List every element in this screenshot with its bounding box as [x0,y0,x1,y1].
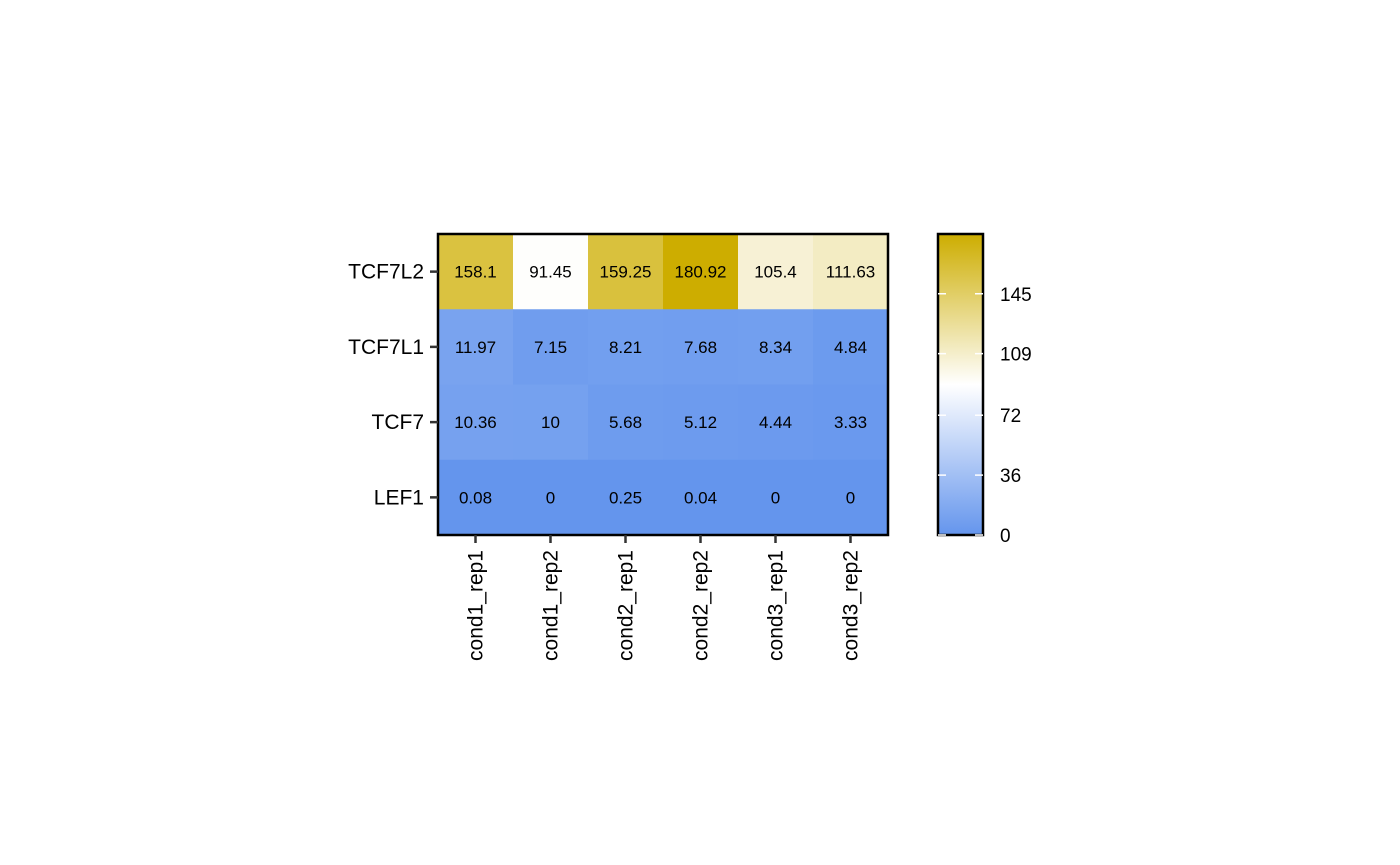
legend-tick-label: 109 [1000,345,1032,366]
legend-tick-label: 72 [1000,406,1021,427]
cell-value-label: 7.15 [534,338,567,357]
heatmap-panel-border [436,232,890,537]
heatmap-cell-LEF1-cond2_rep1 [588,459,664,536]
row-axis: TCF7L2 TCF7L1 TCF7 LEF1 [348,261,438,509]
cell-value-label: 0.25 [609,488,642,507]
cell-value-label: 11.97 [455,338,496,357]
column-label-cond1_rep1: cond1_rep1 [465,550,488,661]
column-label-cond1_rep2: cond1_rep2 [540,550,563,661]
heatmap-cell-LEF1-cond2_rep2 [663,459,739,536]
heatmap-cell-labels: 158.1 91.45 159.25 180.92 105.4 111.63 11.97 7.… [454,263,875,508]
row-label-TCF7: TCF7 [372,411,425,434]
cell-value-label: 5.68 [609,413,642,432]
cell-value-label: 180.92 [675,263,727,282]
cell-value-label: 111.63 [826,263,875,282]
heatmap-cell-LEF1-cond3_rep2 [813,459,889,536]
cell-value-label: 10.36 [454,413,497,432]
heatmap-cell-TCF7-cond2_rep1 [588,384,664,461]
heatmap-cell-TCF7L1-cond3_rep2 [813,309,889,385]
column-label-cond2_rep2: cond2_rep2 [690,550,713,661]
heatmap-cell-TCF7-cond2_rep2 [663,384,739,461]
color-legend-bar [936,232,985,537]
cell-value-label: 159.25 [600,263,652,282]
heatmap-cell-LEF1-cond3_rep1 [738,459,814,536]
cell-value-label: 0.08 [459,488,492,507]
cell-value-label: 0 [546,488,555,507]
cell-value-label: 8.34 [759,338,792,357]
cell-value-label: 91.45 [529,263,572,282]
heatmap-cell-TCF7L1-cond1_rep2 [513,309,589,385]
cell-value-label: 8.21 [609,338,642,357]
column-label-cond3_rep2: cond3_rep2 [840,550,863,661]
color-legend-ticks: 0 36 72 109 145 [938,285,1032,547]
column-axis: cond1_rep1 cond1_rep2 cond2_rep1 cond2_rep2… [465,535,863,661]
heatmap-cell-TCF7L2-cond2_rep2 [663,234,739,310]
cell-value-label: 0.04 [684,488,717,507]
heatmap-cell-TCF7-cond1_rep2 [513,384,589,461]
heatmap-cell-TCF7L2-cond1_rep1 [438,234,514,310]
heatmap-cell-TCF7-cond3_rep2 [813,384,889,461]
heatmap-cell-LEF1-cond1_rep2 [513,459,589,536]
heatmap-cell-TCF7-cond3_rep1 [738,384,814,461]
legend-tick-label: 145 [1000,285,1032,306]
heatmap-cell-TCF7-cond1_rep1 [438,384,514,461]
row-label-LEF1: LEF1 [374,486,424,509]
heatmap-cell-TCF7L2-cond3_rep1 [738,234,814,310]
column-label-cond3_rep1: cond3_rep1 [765,550,788,661]
cell-value-label: 7.68 [684,338,717,357]
row-label-TCF7L2: TCF7L2 [348,261,424,284]
heatmap-cell-TCF7L2-cond3_rep2 [813,234,889,310]
cell-value-label: 4.44 [759,413,792,432]
heatmap-cell-TCF7L1-cond2_rep1 [588,309,664,385]
cell-value-label: 4.84 [834,338,867,357]
cell-value-label: 105.4 [754,263,797,282]
heatmap-cell-TCF7L2-cond2_rep1 [588,234,664,310]
cell-value-label: 0 [771,488,780,507]
heatmap-cell-TCF7L1-cond3_rep1 [738,309,814,385]
column-label-cond2_rep1: cond2_rep1 [615,550,638,661]
heatmap-cell-TCF7L1-cond2_rep2 [663,309,739,385]
color-legend: 0 36 72 109 145 [936,232,1032,547]
row-label-TCF7L1: TCF7L1 [348,336,424,359]
cell-value-label: 5.12 [684,413,717,432]
cell-value-label: 10 [541,413,560,432]
heatmap-cell-LEF1-cond1_rep1 [438,459,514,536]
heatmap-cells [438,234,889,536]
legend-tick-label: 0 [1000,526,1011,547]
legend-tick-label: 36 [1000,466,1021,487]
cell-value-label: 158.1 [454,263,497,282]
heatmap-cell-TCF7L1-cond1_rep1 [438,309,514,385]
cell-value-label: 3.33 [834,413,867,432]
heatmap-cell-TCF7L2-cond1_rep2 [513,234,589,310]
cell-value-label: 0 [846,488,855,507]
